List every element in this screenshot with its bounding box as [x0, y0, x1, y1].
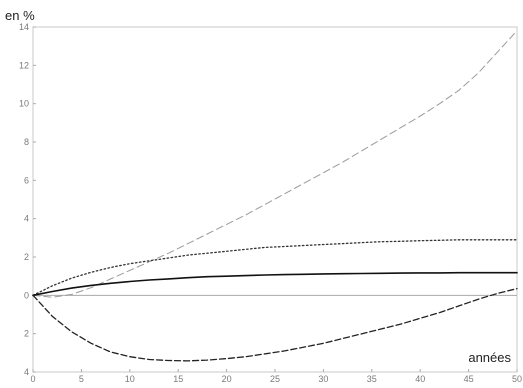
x-tick-label: 15 [173, 374, 183, 384]
plot-frame [32, 26, 518, 373]
y-tick-label: 0 [24, 290, 29, 300]
x-tick-label: 0 [30, 374, 35, 384]
x-tick-label: 40 [415, 374, 425, 384]
x-tick-label: 30 [318, 374, 328, 384]
series-line-3 [32, 271, 518, 297]
y-tick-label: 12 [19, 60, 29, 70]
y-tick-label: 4 [24, 367, 29, 377]
x-tick-label: 45 [464, 374, 474, 384]
x-tick-label: 10 [125, 374, 135, 384]
y-tick-label: 14 [19, 22, 29, 32]
y-tick-label: 2 [24, 252, 29, 262]
y-tick-label: 2 [24, 329, 29, 339]
y-axis-label: en % [5, 8, 35, 23]
x-axis-ticks: 0 5 10 15 20 25 30 35 40 45 50 [30, 369, 522, 384]
x-tick-label: 5 [79, 374, 84, 384]
y-tick-label: 10 [19, 99, 29, 109]
series-layer [32, 30, 518, 362]
x-axis-label: années [468, 350, 511, 365]
y-tick-label: 8 [24, 137, 29, 147]
y-tick-label: 4 [24, 214, 29, 224]
series-line-2 [32, 239, 518, 296]
x-tick-label: 20 [222, 374, 232, 384]
x-tick-label: 35 [367, 374, 377, 384]
y-tick-label: 6 [24, 175, 29, 185]
series-line-4 [32, 287, 518, 362]
y-axis-ticks: 4 2 0 2 4 6 8 10 12 14 [19, 22, 36, 377]
series-line-1 [32, 30, 518, 298]
x-tick-label: 50 [512, 374, 522, 384]
x-tick-label: 25 [270, 374, 280, 384]
